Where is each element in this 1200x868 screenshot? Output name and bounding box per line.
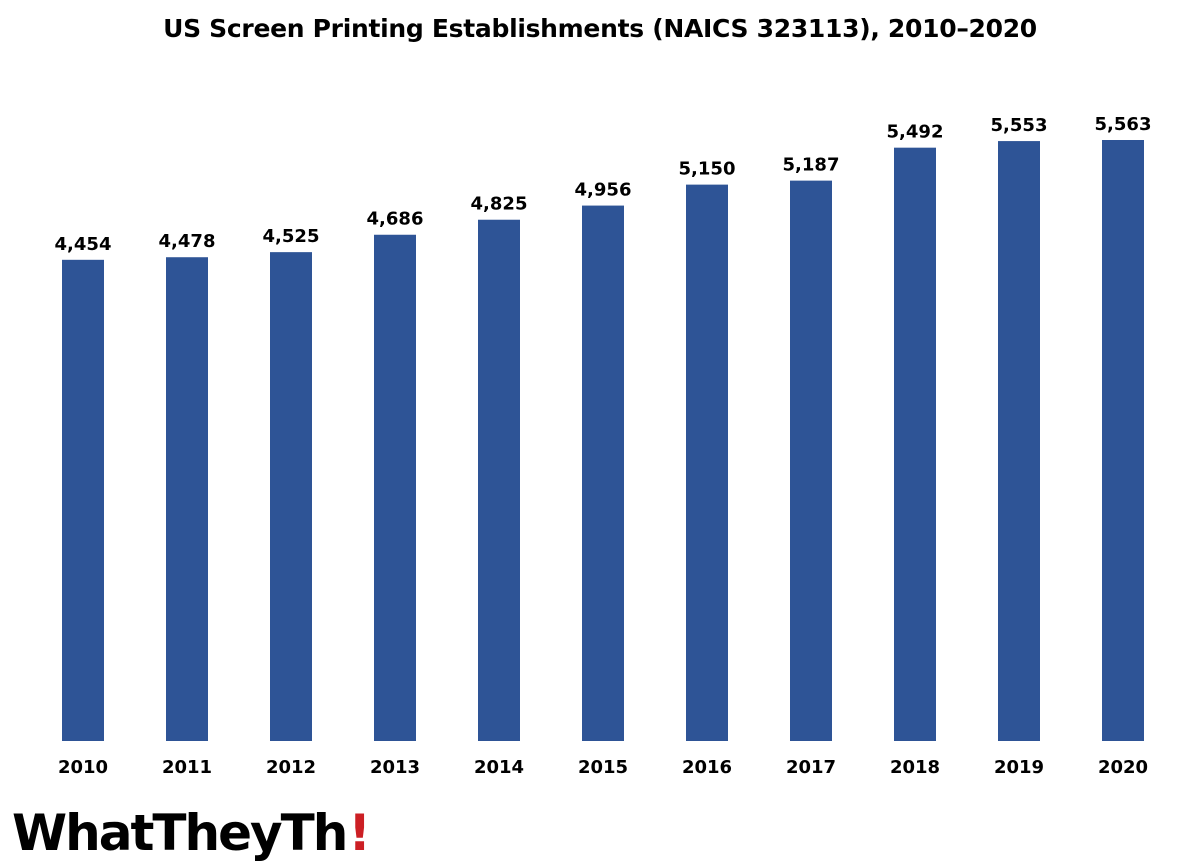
bar-2018 (894, 147, 936, 741)
value-label-2019: 5,553 (991, 115, 1048, 136)
logo-text-after: nk (371, 804, 372, 862)
x-tick-label-2015: 2015 (578, 757, 628, 778)
bar-2020 (1102, 140, 1144, 741)
bar-2019 (998, 141, 1040, 742)
x-tick-label-2016: 2016 (682, 757, 732, 778)
logo-text-before: WhatTheyTh (12, 804, 346, 862)
bar-2017 (790, 180, 832, 742)
x-tick-label-2013: 2013 (370, 757, 420, 778)
value-label-2014: 4,825 (471, 194, 528, 215)
value-label-2016: 5,150 (679, 159, 736, 180)
svg-text:WhatTheyTh!nk: WhatTheyTh!nk (12, 804, 372, 862)
x-tick-label-2010: 2010 (58, 757, 108, 778)
value-labels-group: 4,454 4,478 4,525 4,686 4,825 4,956 5,150 5,187… (55, 114, 1152, 255)
chart-title: US Screen Printing Establishments (NAICS… (163, 14, 1037, 43)
bar-2016 (686, 184, 728, 742)
bar-2014 (478, 219, 520, 742)
bar-2011 (166, 257, 208, 741)
whattheythink-logo: WhatTheyTh!nk (12, 804, 372, 862)
bars-group (62, 140, 1144, 742)
x-tick-label-2020: 2020 (1098, 757, 1148, 778)
value-label-2013: 4,686 (367, 209, 424, 230)
x-tick-label-2014: 2014 (474, 757, 524, 778)
value-label-2015: 4,956 (575, 180, 632, 201)
x-tick-label-2011: 2011 (162, 757, 212, 778)
logo-exclamation-mark: ! (348, 804, 369, 862)
bar-2012 (270, 252, 312, 742)
x-tick-label-2012: 2012 (266, 757, 316, 778)
bar-chart: 4,454 4,478 4,525 4,686 4,825 4,956 5,150 5,187… (55, 114, 1152, 778)
bar-2013 (374, 234, 416, 742)
bar-2015 (582, 205, 624, 741)
value-label-2017: 5,187 (783, 155, 840, 176)
value-label-2011: 4,478 (159, 231, 216, 252)
x-axis-tick-labels: 2010 2011 2012 2013 2014 2015 2016 2017 2018 2019… (58, 757, 1148, 778)
bar-2010 (62, 259, 104, 741)
value-label-2020: 5,563 (1095, 114, 1152, 135)
x-tick-label-2018: 2018 (890, 757, 940, 778)
x-tick-label-2017: 2017 (786, 757, 836, 778)
value-label-2010: 4,454 (55, 234, 112, 255)
value-label-2018: 5,492 (887, 122, 944, 143)
x-tick-label-2019: 2019 (994, 757, 1044, 778)
value-label-2012: 4,525 (263, 226, 320, 247)
